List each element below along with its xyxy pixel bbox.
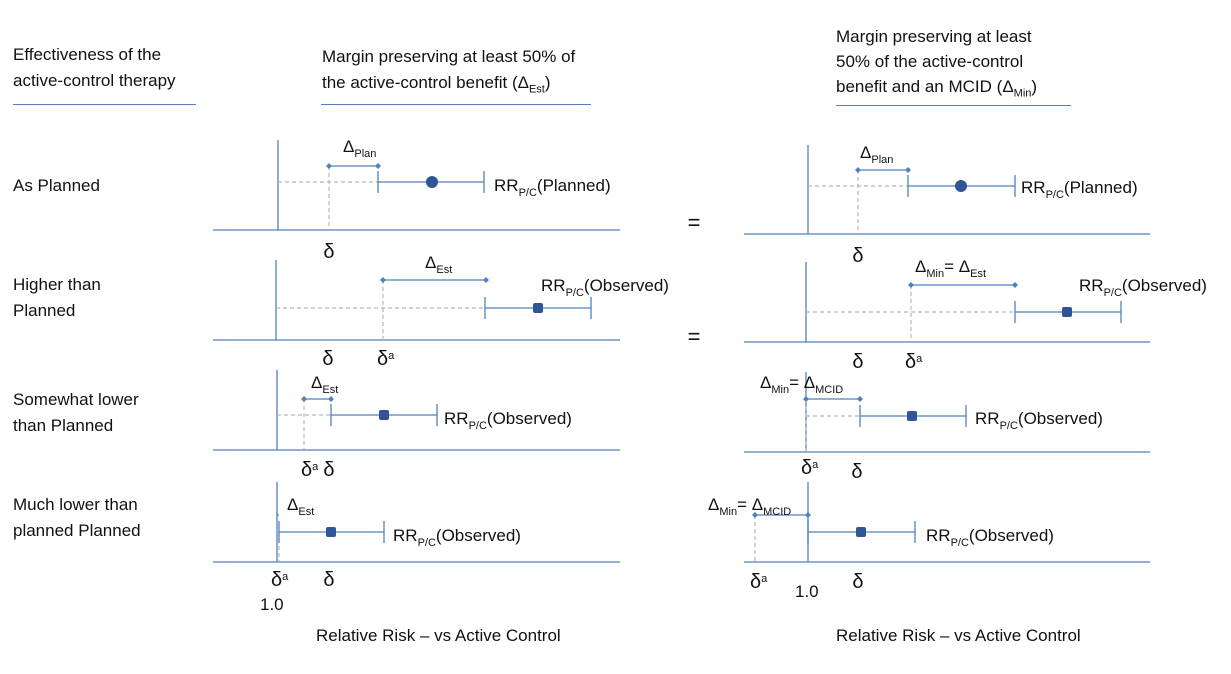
left-row3-ci-point [379, 410, 389, 420]
axis-one-right: 1.0 [795, 582, 819, 601]
equals-sign-row1: = [688, 210, 701, 235]
header-mcid-line1: Margin preserving at least [836, 27, 1032, 46]
right-row3-delta-a: δa [801, 457, 819, 479]
right-row2-delta-min-end-left [908, 282, 914, 288]
right-row3-delta-mcid-label: ΔMin= ΔMCID [760, 373, 843, 396]
header-margin50-sub: Est [528, 83, 545, 96]
right-row1-delta-plan-label: ΔPlan [860, 143, 893, 166]
header-effectiveness-underline [13, 104, 196, 105]
row-label-much-line2: planned Planned [13, 521, 141, 540]
right-row3-delta: δ [851, 461, 862, 483]
left-row4-delta: δ [323, 569, 334, 591]
left-row4-delta-est-label: ΔEst [287, 495, 314, 518]
right-row1-delta-plan-end-left [855, 167, 861, 173]
right-row4-delta-mcid-end-left [752, 512, 758, 518]
row-label-much-line1: Much lower than [13, 495, 138, 514]
axis-one-left: 1.0 [260, 595, 284, 614]
left-row1-delta: δ [323, 241, 334, 263]
left-row3-delta-est-end-left [301, 396, 307, 402]
header-mcid-line2: 50% of the active-control [836, 52, 1024, 71]
right-row4-ci-point [856, 527, 866, 537]
header-margin50-underline [321, 104, 591, 105]
right-row2-delta: δ [852, 351, 863, 373]
left-row4-rr-label: RRP/C(Observed) [393, 526, 521, 549]
header-margin50-line1: Margin preserving at least 50% of [322, 47, 576, 66]
left-row4-ci-point [326, 527, 336, 537]
axis-label-right: Relative Risk – vs Active Control [836, 626, 1081, 645]
right-row3-ci-point [907, 411, 917, 421]
left-row2-delta-est-label: ΔEst [425, 253, 452, 276]
header-margin50-delta: Δ [517, 73, 529, 92]
right-row3-delta-mcid-end-left [803, 396, 809, 402]
left-row1-rr-label: RRP/C(Planned) [494, 176, 611, 199]
right-row4-rr-label: RRP/C(Observed) [926, 526, 1054, 549]
row-label-somewhat-line1: Somewhat lower [13, 390, 139, 409]
left-row1-delta-plan-end-right [375, 163, 381, 169]
left-row2-delta: δ [322, 348, 333, 370]
header-margin50-suffix: ) [544, 73, 551, 92]
right-row1-delta: δ [852, 245, 863, 267]
row-label-as-planned: As Planned [13, 176, 100, 195]
left-row2-delta-est-end-left [380, 277, 386, 283]
row-label-somewhat-line2: than Planned [13, 416, 114, 435]
left-row3-delta-a: δa [301, 459, 319, 481]
right-row3-delta-mcid-end-right [857, 396, 863, 402]
right-row2-ci-point [1062, 307, 1072, 317]
row-label-higher-line2: Planned [13, 301, 76, 320]
left-row2-ci-point [533, 303, 543, 313]
axis-label-left: Relative Risk – vs Active Control [316, 626, 561, 645]
header-margin50-prefix: the active-control benefit ( [322, 73, 518, 92]
right-row4-delta-mcid-end-right [805, 512, 811, 518]
right-row3-rr-label: RRP/C(Observed) [975, 409, 1103, 432]
header-mcid-line3: benefit and an MCID (ΔMin) [836, 74, 1037, 106]
right-row2-delta-min-label: ΔMin= ΔEst [915, 257, 986, 280]
right-row4-delta-mcid-label: ΔMin= ΔMCID [708, 495, 791, 518]
left-row2-rr-label: RRP/C(Observed) [541, 276, 669, 299]
right-row1-ci-point [955, 180, 967, 192]
left-row3-delta-est-label: ΔEst [311, 373, 338, 396]
left-row3-rr-label: RRP/C(Observed) [444, 409, 572, 432]
header-effectiveness-line1: Effectiveness of the [13, 45, 162, 64]
equals-sign-row2: = [688, 324, 701, 349]
left-row3-delta-est-end-right [328, 396, 334, 402]
right-row2-delta-a: δa [905, 351, 923, 373]
left-row3-delta: δ [323, 459, 334, 481]
left-row1-delta-plan-end-left [326, 163, 332, 169]
header-margin50-line2: the active-control benefit (ΔEst) [322, 70, 551, 102]
right-row2-delta-min-end-right [1012, 282, 1018, 288]
row-label-higher-line1: Higher than [13, 275, 101, 294]
right-row1-delta-plan-end-right [905, 167, 911, 173]
right-row1-rr-label: RRP/C(Planned) [1021, 178, 1138, 201]
header-mcid-underline [836, 105, 1071, 106]
left-row2-delta-a: δa [377, 348, 395, 370]
header-effectiveness-line2: active-control therapy [13, 71, 176, 90]
header-mcid-prefix: benefit and an MCID ( [836, 77, 1003, 96]
right-row4-delta: δ [852, 571, 863, 593]
left-row2-delta-est-end-right [483, 277, 489, 283]
header-mcid-delta: Δ [1002, 77, 1014, 96]
right-row2-rr-label: RRP/C(Observed) [1079, 276, 1207, 299]
header-mcid-suffix: ) [1031, 77, 1038, 96]
left-row1-delta-plan-label: ΔPlan [343, 137, 376, 160]
header-mcid-sub: Min [1013, 87, 1032, 100]
right-row4-delta-a: δa [750, 571, 768, 593]
left-row1-ci-point [426, 176, 438, 188]
left-row4-delta-a: δa [271, 569, 289, 591]
